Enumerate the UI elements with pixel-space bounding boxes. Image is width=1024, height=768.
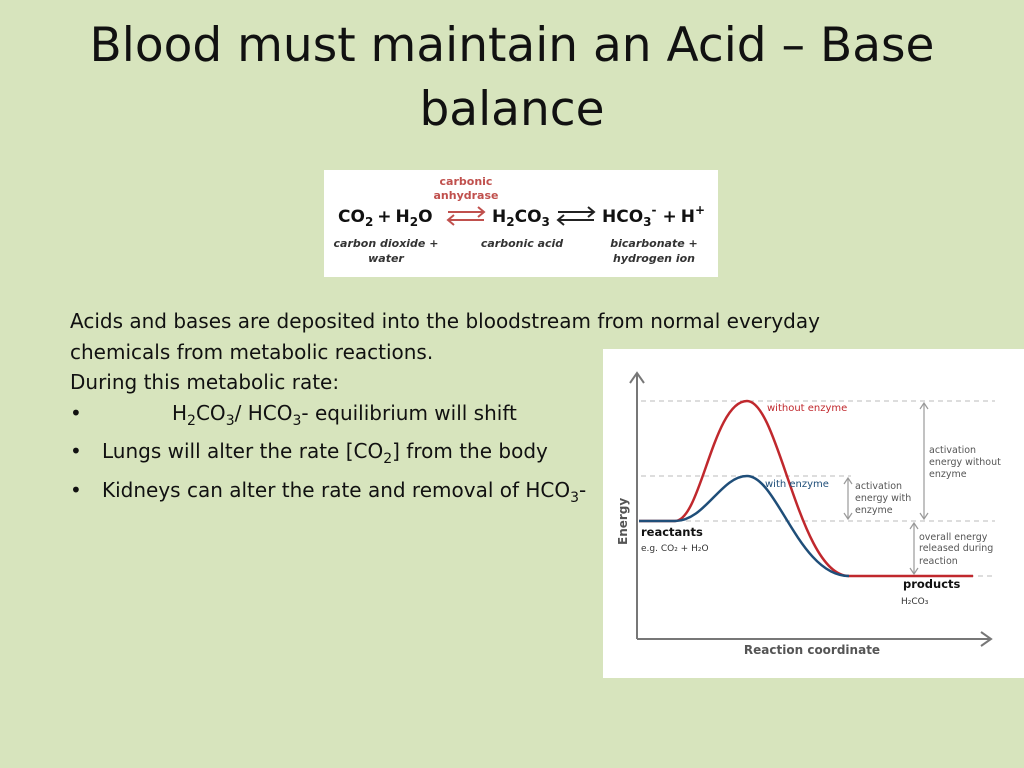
title-line-2: balance xyxy=(419,82,605,137)
svg-text:activation: activation xyxy=(929,445,976,456)
bullet-lungs: • Lungs will alter the rate [CO2] from th… xyxy=(70,436,870,475)
bullet-marker: • xyxy=(70,477,82,502)
annotation-overall-energy: overall energy released during reaction xyxy=(919,532,993,567)
title-line-1: Blood must maintain an Acid – Base xyxy=(89,18,935,73)
svg-text:overall energy: overall energy xyxy=(919,532,988,543)
bullet-marker: • xyxy=(70,439,82,463)
svg-text:energy without: energy without xyxy=(929,457,1001,468)
y-axis-label: Energy xyxy=(616,498,630,545)
label-reactants: reactants xyxy=(641,525,703,539)
equation-left: CO2 + H2O xyxy=(338,207,433,229)
label-products-1: bicarbonate + xyxy=(610,237,697,250)
label-products-2: hydrogen ion xyxy=(613,252,695,265)
curve-with-enzyme xyxy=(639,474,850,578)
annotation-arrows xyxy=(843,401,929,576)
carbonic-anhydrase-equation: carbonic anhydrase CO2 + H2O H2CO3 HCO3- + H… xyxy=(324,170,718,277)
bullet-equilibrium: • H2CO3/ HCO3- equilibrium will shift xyxy=(70,398,870,437)
svg-text:activation: activation xyxy=(855,481,902,492)
body-text: Acids and bases are deposited into the b… xyxy=(70,306,870,513)
label-with-enzyme: with enzyme xyxy=(765,479,829,490)
svg-text:enzyme: enzyme xyxy=(929,469,967,480)
label-reactants-1: carbon dioxide + xyxy=(334,237,439,250)
energy-diagram-svg: without enzyme with enzyme activation en… xyxy=(616,371,1001,657)
label-without-enzyme: without enzyme xyxy=(767,403,847,414)
body-line-1: Acids and bases are deposited into the b… xyxy=(70,309,820,333)
svg-text:energy with: energy with xyxy=(855,493,911,504)
curve-without-enzyme xyxy=(639,399,973,578)
label-reactants-2: water xyxy=(368,252,404,265)
energy-diagram: without enzyme with enzyme activation en… xyxy=(603,349,1024,678)
label-reactants-example: e.g. CO₂ + H₂O xyxy=(641,544,709,554)
enzyme-label-2: anhydrase xyxy=(434,189,499,202)
slide-title: Blood must maintain an Acid – Base balan… xyxy=(60,14,964,142)
x-axis-label: Reaction coordinate xyxy=(744,643,880,657)
label-products-example: H₂CO₃ xyxy=(901,597,929,607)
annotation-activation-without: activation energy without enzyme xyxy=(929,445,1001,480)
axes xyxy=(629,371,993,647)
equation-middle: H2CO3 xyxy=(492,207,550,229)
black-equilibrium-arrows xyxy=(556,206,596,226)
red-equilibrium-arrows xyxy=(446,206,486,226)
label-carbonic-acid: carbonic acid xyxy=(481,237,563,250)
annotation-activation-with: activation energy with enzyme xyxy=(855,481,911,516)
equation-svg: carbonic anhydrase CO2 + H2O H2CO3 HCO3- + H… xyxy=(334,175,706,265)
svg-text:reaction: reaction xyxy=(919,556,958,567)
body-line-3: During this metabolic rate: xyxy=(70,370,340,394)
bullet-marker: • xyxy=(70,400,82,425)
body-line-2: chemicals from metabolic reactions. xyxy=(70,339,434,364)
equation-right: HCO3- + H+ xyxy=(602,203,705,229)
svg-text:released during: released during xyxy=(919,543,993,554)
enzyme-label-1: carbonic xyxy=(440,175,493,188)
svg-text:enzyme: enzyme xyxy=(855,505,893,516)
bullet-kidneys: • Kidneys can alter the rate and removal … xyxy=(70,475,870,514)
label-products: products xyxy=(903,577,961,591)
